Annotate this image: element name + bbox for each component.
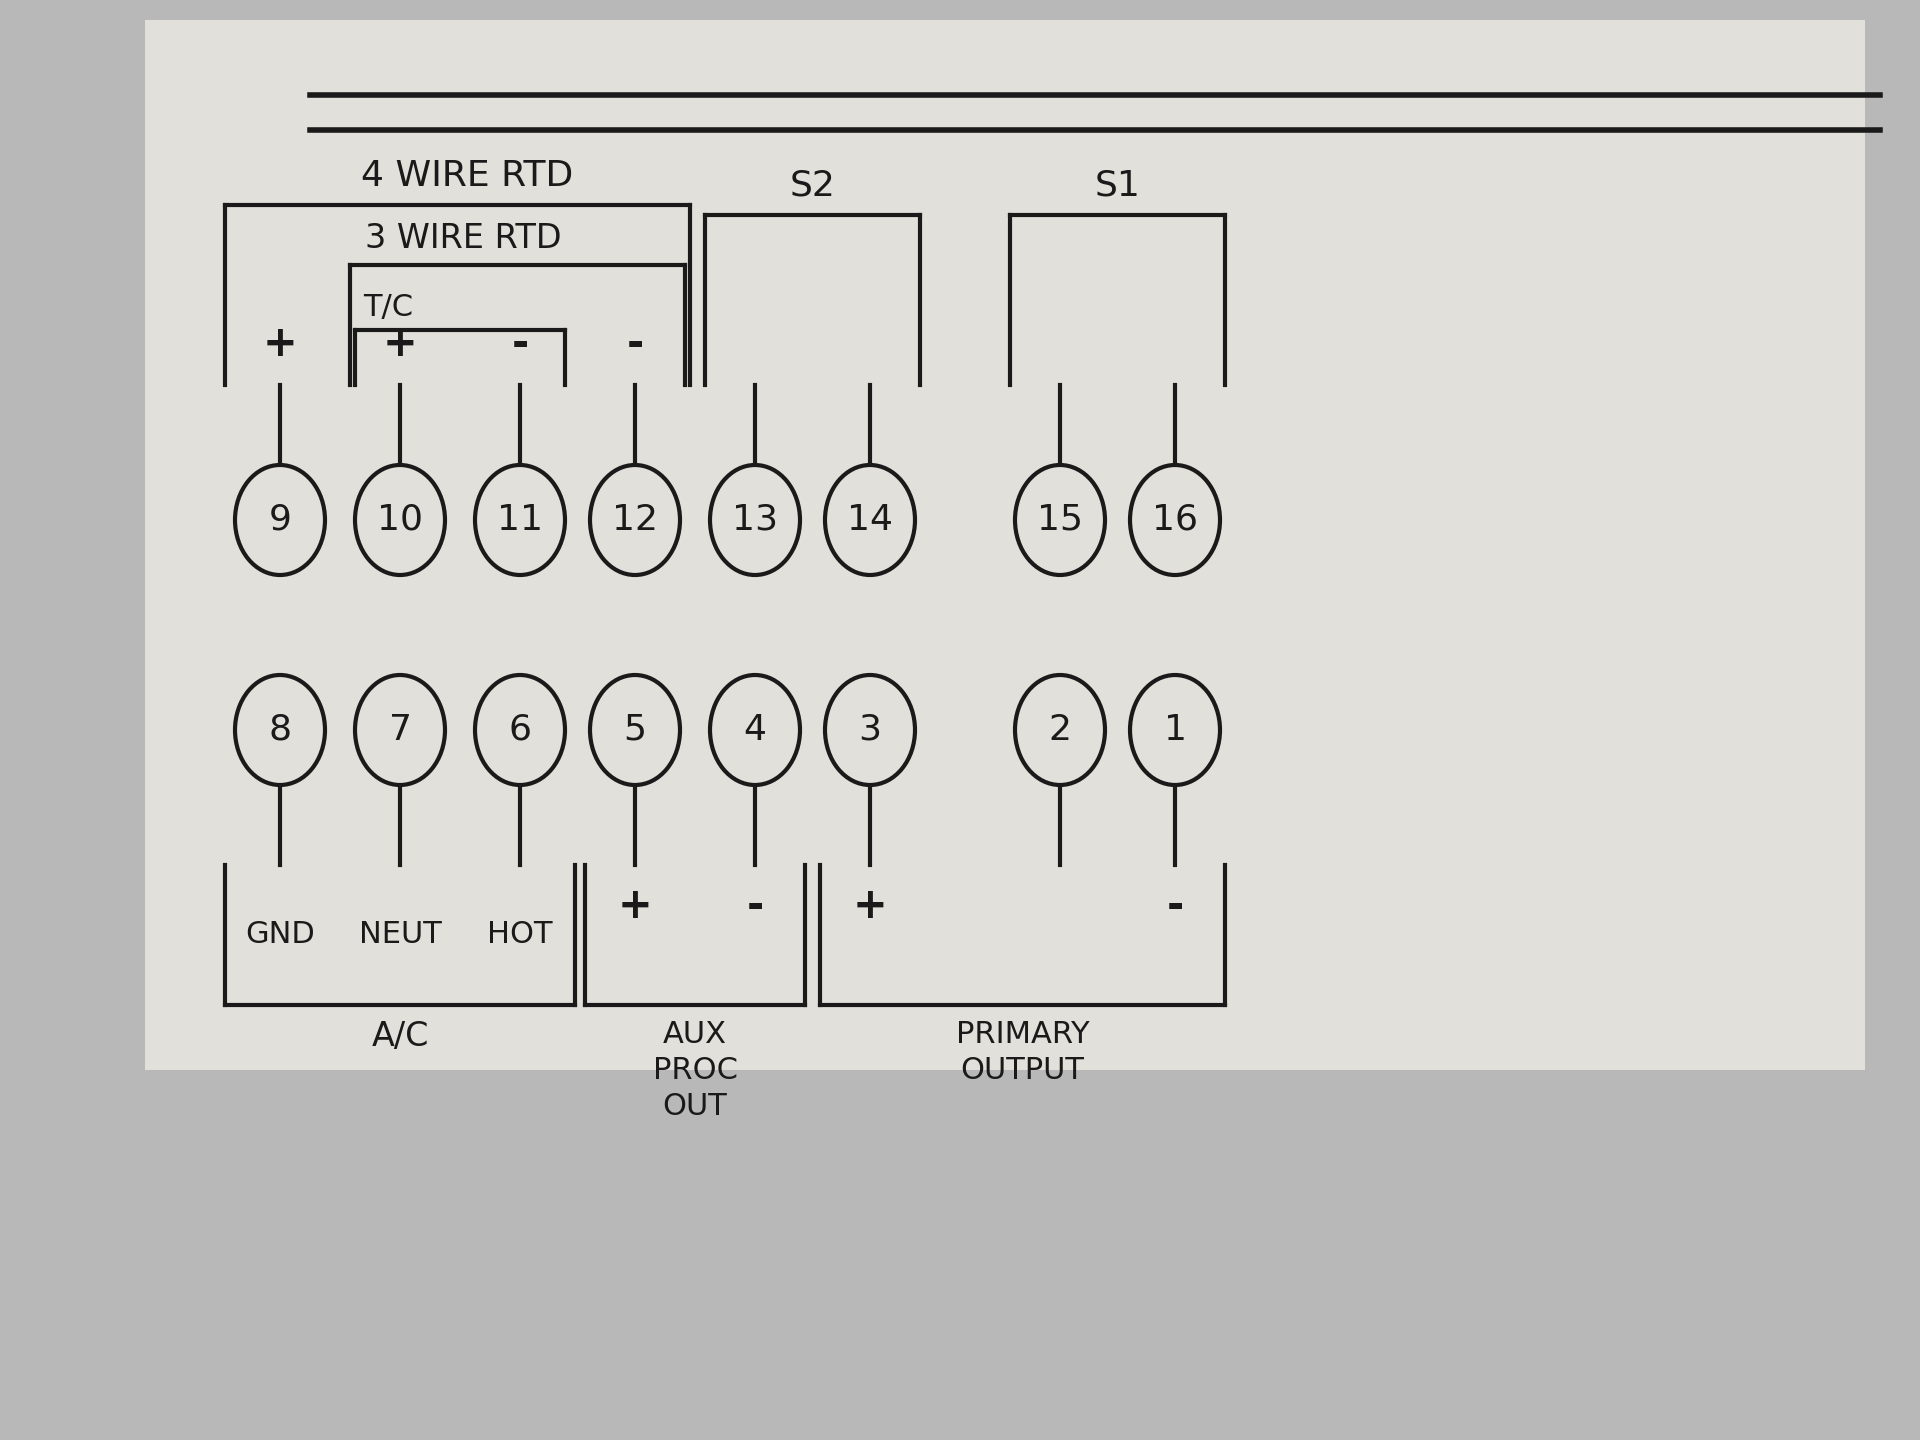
Text: T/C: T/C (363, 292, 413, 323)
Text: +: + (382, 323, 417, 364)
Text: 6: 6 (509, 713, 532, 747)
Ellipse shape (710, 465, 801, 575)
Text: 5: 5 (624, 713, 647, 747)
Text: HOT: HOT (488, 920, 553, 949)
Text: -: - (747, 886, 764, 927)
Text: +: + (618, 886, 653, 927)
Text: 3 WIRE RTD: 3 WIRE RTD (365, 222, 563, 255)
Text: -: - (511, 323, 528, 364)
Text: S1: S1 (1094, 168, 1140, 203)
Ellipse shape (589, 465, 680, 575)
Text: GND: GND (246, 920, 315, 949)
Text: 7: 7 (388, 713, 411, 747)
Ellipse shape (826, 675, 916, 785)
Ellipse shape (826, 465, 916, 575)
Text: S2: S2 (789, 168, 835, 203)
Text: 13: 13 (732, 503, 778, 537)
Text: 11: 11 (497, 503, 543, 537)
Ellipse shape (234, 465, 324, 575)
Ellipse shape (234, 675, 324, 785)
Text: AUX
PROC
OUT: AUX PROC OUT (653, 1020, 737, 1120)
Text: NEUT: NEUT (359, 920, 442, 949)
Ellipse shape (474, 465, 564, 575)
Text: 10: 10 (376, 503, 422, 537)
Text: +: + (263, 323, 298, 364)
Ellipse shape (1016, 675, 1106, 785)
Text: A/C: A/C (371, 1020, 428, 1053)
Text: 4 WIRE RTD: 4 WIRE RTD (361, 158, 574, 193)
Ellipse shape (1016, 465, 1106, 575)
Ellipse shape (1131, 465, 1219, 575)
Text: 4: 4 (743, 713, 766, 747)
Text: 14: 14 (847, 503, 893, 537)
Ellipse shape (474, 675, 564, 785)
Ellipse shape (1131, 675, 1219, 785)
Text: -: - (626, 323, 643, 364)
Bar (146, 20, 1864, 1070)
Ellipse shape (710, 675, 801, 785)
Text: 3: 3 (858, 713, 881, 747)
Ellipse shape (589, 675, 680, 785)
Text: PRIMARY
OUTPUT: PRIMARY OUTPUT (956, 1020, 1089, 1084)
Text: +: + (852, 886, 887, 927)
Ellipse shape (355, 675, 445, 785)
Text: 15: 15 (1037, 503, 1083, 537)
Text: 9: 9 (269, 503, 292, 537)
Text: 12: 12 (612, 503, 659, 537)
Text: 1: 1 (1164, 713, 1187, 747)
Text: -: - (1165, 886, 1183, 927)
Ellipse shape (355, 465, 445, 575)
Text: 16: 16 (1152, 503, 1198, 537)
Text: 2: 2 (1048, 713, 1071, 747)
Text: 8: 8 (269, 713, 292, 747)
